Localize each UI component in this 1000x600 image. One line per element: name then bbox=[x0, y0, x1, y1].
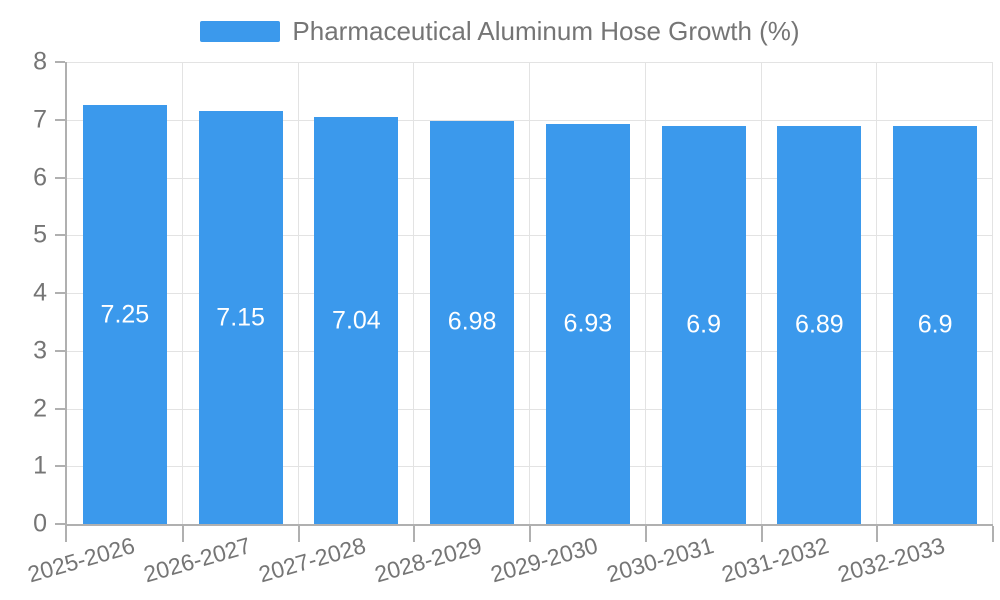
vertical-gridline bbox=[760, 62, 762, 524]
y-axis-tick bbox=[55, 465, 65, 468]
horizontal-gridline bbox=[67, 350, 993, 352]
horizontal-gridline bbox=[67, 177, 993, 179]
bar-value-label: 7.15 bbox=[216, 303, 265, 332]
horizontal-gridline bbox=[67, 119, 993, 121]
horizontal-gridline bbox=[67, 408, 993, 410]
bar-2027-2028[interactable] bbox=[314, 117, 399, 524]
x-axis-tick-label: 2027-2028 bbox=[256, 532, 369, 588]
y-axis-tick-label: 6 bbox=[33, 163, 47, 191]
horizontal-gridline bbox=[67, 62, 993, 63]
bar-2031-2032[interactable] bbox=[777, 126, 862, 524]
y-axis-tick bbox=[55, 349, 65, 352]
y-axis-tick bbox=[55, 234, 65, 237]
horizontal-gridline bbox=[67, 235, 993, 237]
x-axis-tick bbox=[413, 526, 416, 542]
bar-2025-2026[interactable] bbox=[82, 105, 167, 524]
y-axis-tick-label: 8 bbox=[33, 47, 47, 76]
x-axis-tick bbox=[65, 526, 67, 542]
bar-value-label: 6.98 bbox=[447, 307, 497, 336]
bar-value-label: 6.93 bbox=[563, 309, 613, 338]
y-axis-tick bbox=[55, 61, 65, 63]
x-axis-tick bbox=[181, 526, 184, 542]
x-axis-tick-label: 2025-2026 bbox=[24, 532, 138, 588]
x-axis-tick-label: 2032-2033 bbox=[834, 532, 948, 588]
bar-2032-2033[interactable] bbox=[893, 125, 978, 524]
x-axis-tick bbox=[529, 526, 531, 542]
x-axis-line bbox=[65, 524, 993, 526]
y-axis-tick-label: 5 bbox=[33, 220, 47, 249]
y-axis-tick-label: 3 bbox=[33, 336, 47, 365]
x-axis-tick bbox=[876, 526, 879, 542]
y-axis-tick-label: 1 bbox=[33, 451, 47, 480]
horizontal-gridline bbox=[67, 466, 993, 468]
vertical-gridline bbox=[413, 62, 415, 524]
y-axis-tick bbox=[55, 523, 65, 525]
x-axis-tick bbox=[644, 526, 647, 542]
y-axis-tick bbox=[55, 118, 65, 121]
x-axis-tick-label: 2029-2030 bbox=[487, 532, 601, 588]
bar-2026-2027[interactable] bbox=[198, 111, 283, 524]
bar-2029-2030[interactable] bbox=[545, 123, 630, 524]
chart-legend[interactable]: Pharmaceutical Aluminum Hose Growth (%) bbox=[0, 18, 1000, 44]
bar-value-label: 6.9 bbox=[917, 310, 953, 339]
vertical-gridline bbox=[644, 62, 646, 524]
y-axis-tick-label: 2 bbox=[33, 394, 47, 422]
bar-2028-2029[interactable] bbox=[430, 120, 515, 524]
vertical-gridline bbox=[297, 62, 299, 524]
legend-swatch-icon bbox=[200, 20, 281, 42]
x-axis-tick-label: 2026-2027 bbox=[140, 532, 254, 588]
vertical-gridline bbox=[529, 62, 530, 524]
y-axis-tick-label: 7 bbox=[33, 105, 47, 134]
x-axis-tick bbox=[297, 526, 300, 542]
x-axis-tick bbox=[760, 526, 763, 542]
bar-value-label: 7.04 bbox=[332, 306, 381, 335]
vertical-gridline bbox=[181, 62, 183, 524]
bar-value-label: 6.89 bbox=[795, 310, 844, 339]
x-axis-tick bbox=[992, 526, 994, 542]
y-axis-line bbox=[65, 62, 67, 524]
horizontal-gridline bbox=[67, 293, 993, 294]
bar-2030-2031[interactable] bbox=[661, 125, 746, 524]
x-axis-tick-label: 2028-2029 bbox=[371, 532, 485, 588]
legend-label: Pharmaceutical Aluminum Hose Growth (%) bbox=[292, 16, 800, 46]
y-axis-tick bbox=[55, 176, 65, 179]
y-axis-tick bbox=[55, 292, 65, 294]
bar-value-label: 7.25 bbox=[100, 300, 150, 329]
plot-area: 7.25 7.15 7.04 6.98 6.93 6.9 6.89 6.9 bbox=[55, 61, 994, 542]
vertical-gridline bbox=[992, 62, 993, 524]
y-axis-tick-label: 4 bbox=[33, 278, 47, 307]
x-axis-tick-label: 2030-2031 bbox=[603, 532, 717, 588]
y-axis-tick bbox=[55, 407, 65, 410]
x-axis-tick-label: 2031-2032 bbox=[719, 532, 832, 588]
bar-value-label: 6.9 bbox=[686, 310, 722, 339]
vertical-gridline bbox=[876, 62, 878, 524]
y-axis-tick-label: 0 bbox=[33, 509, 47, 538]
